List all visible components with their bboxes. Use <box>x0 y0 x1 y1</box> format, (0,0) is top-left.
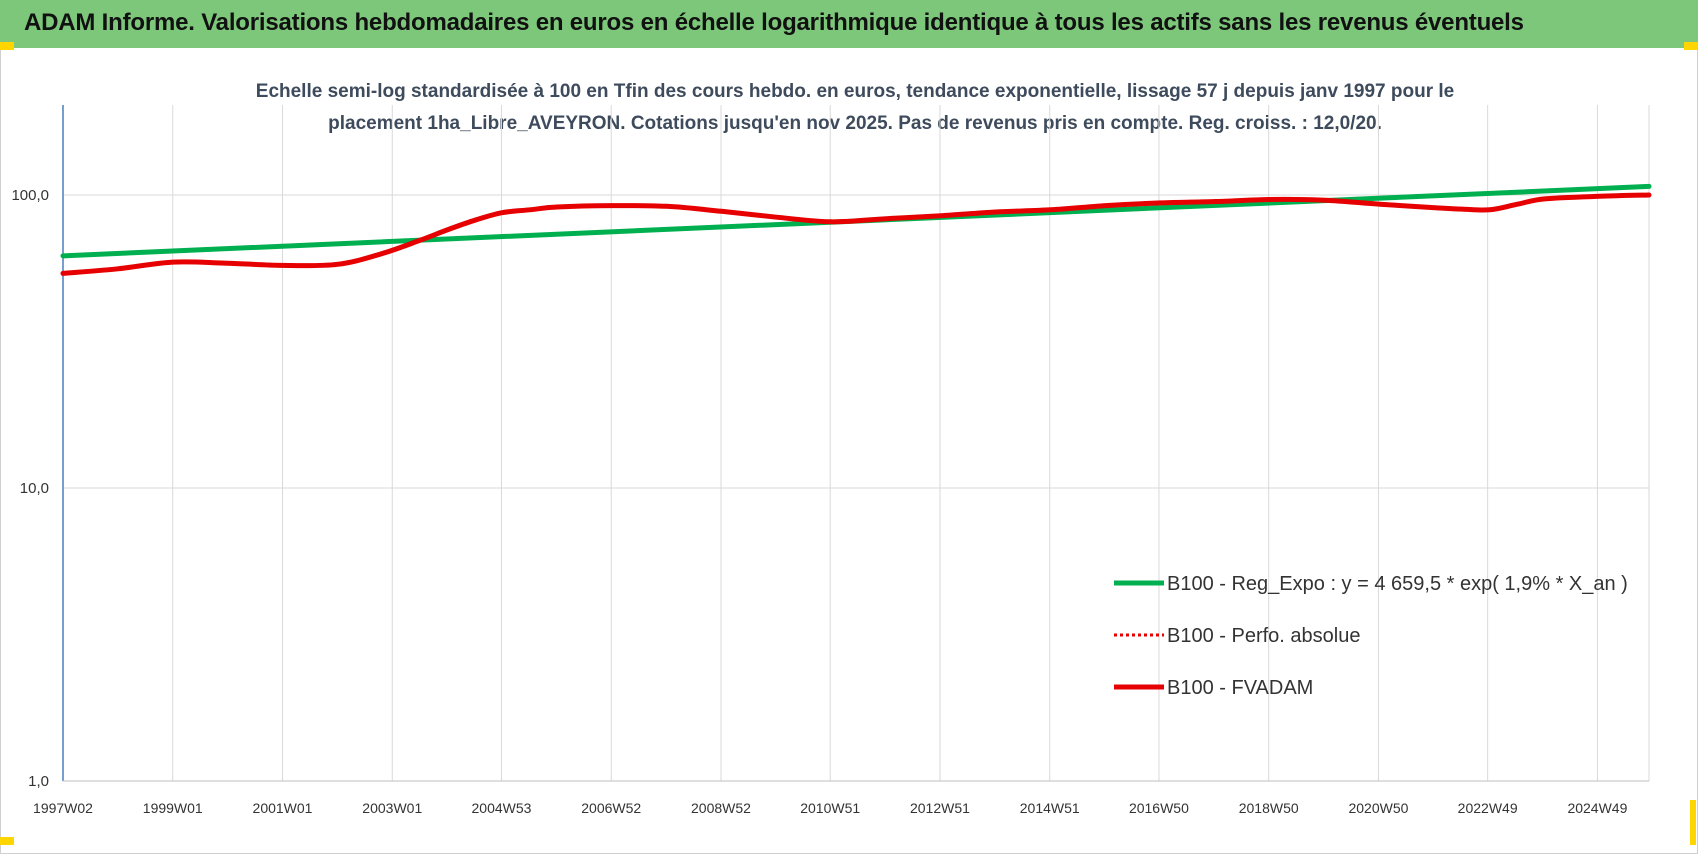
corner-marker-top-left <box>0 42 14 50</box>
x-tick-label: 2022W49 <box>1458 800 1518 816</box>
x-tick-label: 2006W52 <box>581 800 641 816</box>
x-tick-label: 1997W02 <box>33 800 93 816</box>
chart-title: Echelle semi-log standardisée à 100 en T… <box>255 81 1455 134</box>
corner-marker-top-right <box>1684 42 1698 50</box>
page-title: ADAM Informe. Valorisations hebdomadaire… <box>24 9 1524 36</box>
x-tick-label: 1999W01 <box>143 800 203 816</box>
x-tick-label: 2003W01 <box>362 800 422 816</box>
legend: B100 - Reg_Expo : y = 4 659,5 * exp( 1,9… <box>1114 573 1628 699</box>
title-banner: ADAM Informe. Valorisations hebdomadaire… <box>0 0 1698 48</box>
x-tick-label: 2024W49 <box>1567 800 1627 816</box>
x-tick-label: 2004W53 <box>472 800 532 816</box>
y-tick-label: 10,0 <box>20 480 49 497</box>
legend-label-3: B100 - FVADAM <box>1167 677 1313 699</box>
legend-label-1: B100 - Reg_Expo : y = 4 659,5 * exp( 1,9… <box>1167 573 1628 595</box>
y-tick-labels: 1,0 10,0 100,0 <box>11 187 49 790</box>
y-tick-label: 1,0 <box>28 773 49 790</box>
axes <box>62 105 1649 782</box>
x-tick-label: 2001W01 <box>253 800 313 816</box>
x-tick-label: 2012W51 <box>910 800 970 816</box>
y-tick-label: 100,0 <box>11 187 49 204</box>
x-tick-label: 2010W51 <box>800 800 860 816</box>
x-tick-label: 2008W52 <box>691 800 751 816</box>
x-tick-label: 2020W50 <box>1348 800 1408 816</box>
x-tick-label: 2018W50 <box>1239 800 1299 816</box>
corner-marker-bottom-left <box>0 837 14 845</box>
corner-marker-bottom-right <box>1690 800 1696 845</box>
legend-label-2: B100 - Perfo. absolue <box>1167 625 1360 647</box>
series-line-3 <box>60 192 1652 276</box>
series-lines <box>60 183 1652 276</box>
x-tick-label: 2014W51 <box>1020 800 1080 816</box>
x-tick-labels: 1997W02 1999W01 2001W01 2003W01 2004W53 2006W… <box>33 800 1628 816</box>
x-tick-label: 2016W50 <box>1129 800 1189 816</box>
